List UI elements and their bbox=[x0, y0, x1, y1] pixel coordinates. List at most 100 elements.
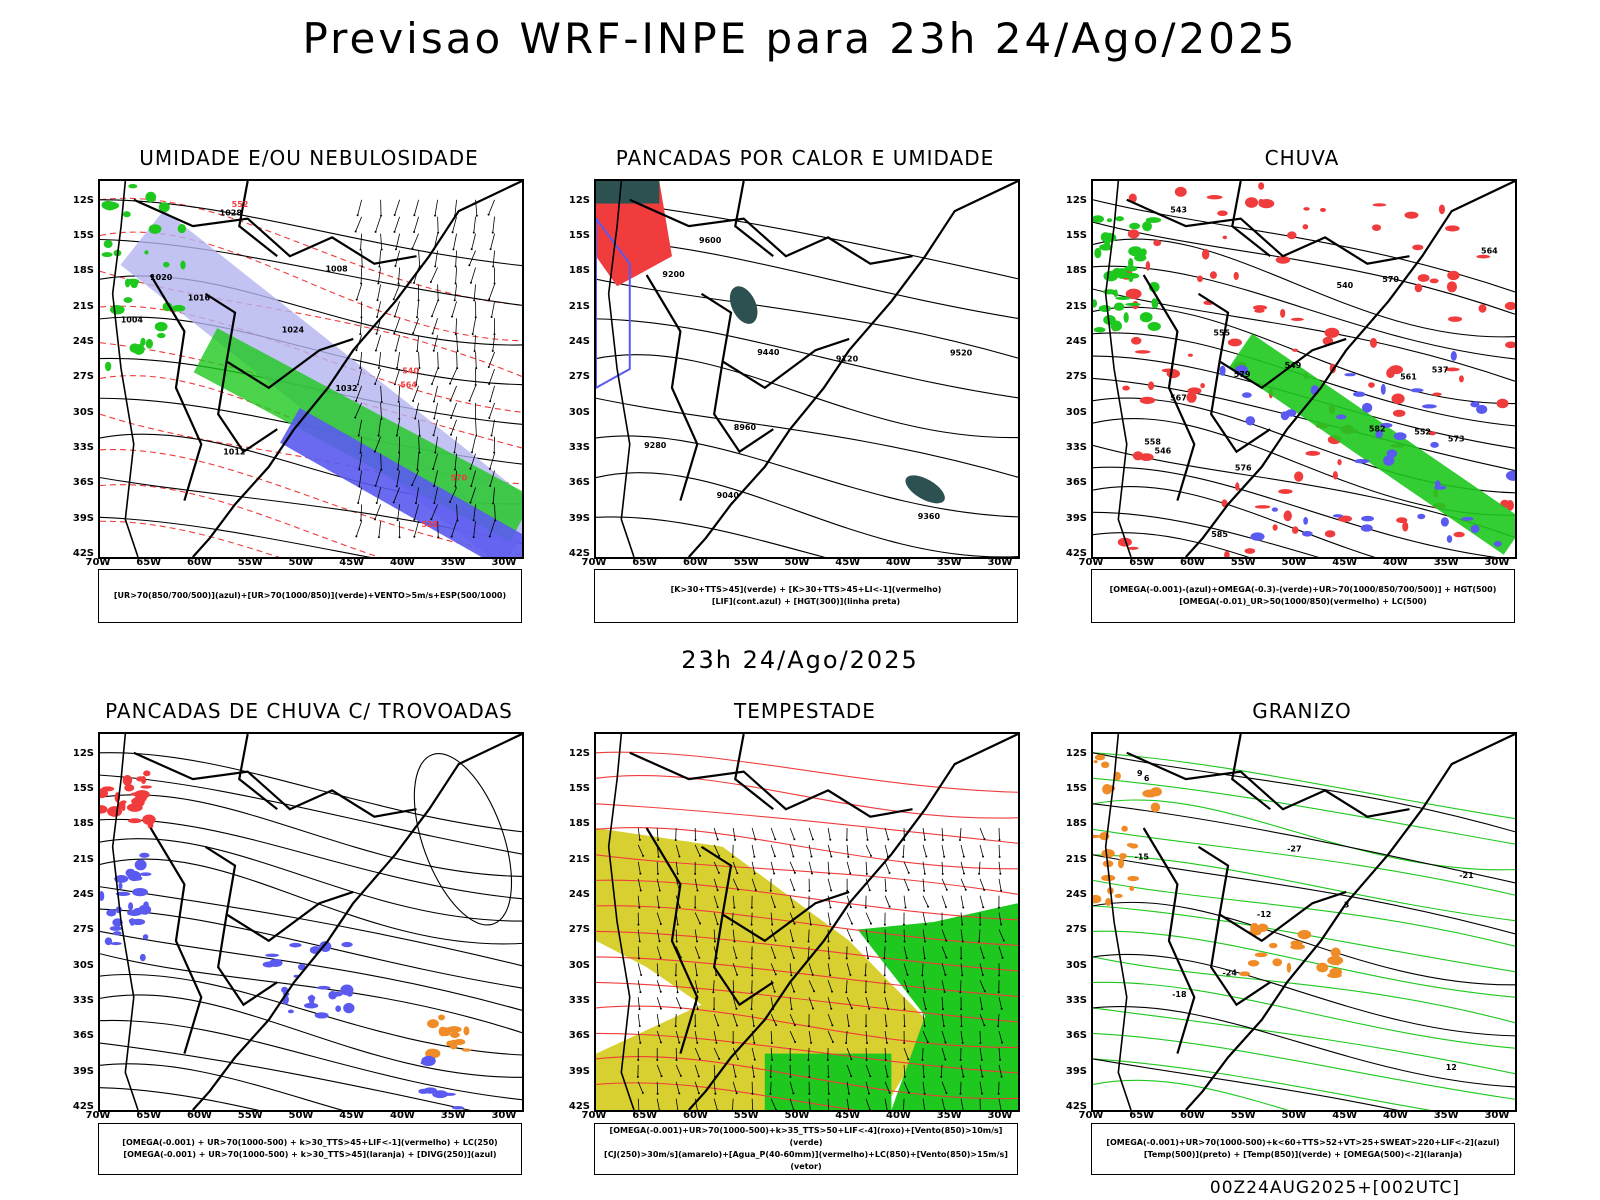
lon-tick-label: 35W bbox=[1433, 1110, 1459, 1121]
lon-tick-label: 35W bbox=[936, 557, 962, 568]
lon-tick-label: 60W bbox=[1180, 557, 1205, 568]
lat-tick-label: 24S bbox=[1065, 335, 1087, 347]
legend-line: [Temp(500)](preto) + [Temp(850)](verde) … bbox=[1143, 1150, 1463, 1159]
contour-label: 1032 bbox=[335, 384, 357, 393]
lat-tick-label: 36S bbox=[1065, 1030, 1087, 1042]
lon-tick-label: 70W bbox=[581, 557, 607, 568]
lat-tick-label: 36S bbox=[72, 1030, 94, 1042]
lat-tick-label: 42S bbox=[1065, 548, 1087, 559]
contour-label: 549 bbox=[1285, 361, 1302, 370]
legend-line: [OMEGA(-0.001)+UR>70(1000-500)+k<60+TTS>… bbox=[1106, 1138, 1500, 1147]
lon-tick-label: 40W bbox=[885, 1110, 911, 1121]
map-panel: 1016 1020 1024 1028 1012 1008 1004 1032 570 564 55… bbox=[98, 179, 524, 559]
lat-tick-label: 33S bbox=[72, 441, 94, 453]
map-plot: 1016 1020 1024 1028 1012 1008 1004 1032 570 564 55… bbox=[100, 181, 522, 557]
contour-label: -24 bbox=[1222, 969, 1237, 978]
legend-box: [OMEGA(-0.001)+UR>70(1000-500)+k<60+TTS>… bbox=[1091, 1123, 1515, 1175]
contour-label: 564 bbox=[1481, 246, 1498, 255]
contour-label: 1004 bbox=[121, 316, 144, 325]
contour-label: -21 bbox=[1459, 871, 1474, 880]
lat-tick-label: 24S bbox=[568, 335, 590, 347]
lon-tick-label: 45W bbox=[339, 1110, 365, 1121]
contour-label: 570 bbox=[1382, 275, 1399, 284]
contour-label: 9 bbox=[1137, 769, 1143, 778]
legend-line: [OMEGA(-0.01)_UR>50(1000/850)(vermelho) … bbox=[1179, 597, 1427, 606]
lon-tick-label: 60W bbox=[683, 1110, 708, 1121]
lat-tick-label: 39S bbox=[1065, 1065, 1087, 1077]
map-plot: 9600 9520 9440 9360 9280 9200 9120 9040 8960 bbox=[596, 181, 1018, 557]
lon-tick-label: 50W bbox=[1281, 1110, 1307, 1121]
legend-line: [UR>70(850/700/500)](azul)+[UR>70(1000/8… bbox=[113, 591, 507, 600]
lon-tick-label: 65W bbox=[632, 557, 658, 568]
lon-tick-label: 40W bbox=[389, 557, 415, 568]
lat-tick-label: 33S bbox=[72, 994, 94, 1006]
lon-tick-label: 30W bbox=[987, 557, 1013, 568]
lon-tick-label: 30W bbox=[1484, 557, 1510, 568]
contour-label: 540 bbox=[1337, 281, 1354, 290]
legend-line: [K>30+TTS>45](verde) + [K>30+TTS>45+LI<-… bbox=[670, 585, 942, 594]
lon-tick-label: 50W bbox=[784, 1110, 810, 1121]
contour-label: 9600 bbox=[699, 236, 722, 245]
map-panel: 9600 9520 9440 9360 9280 9200 9120 9040 8960 bbox=[594, 179, 1020, 559]
map-plot: 585 582 579 576 573 570 567 564 561 558 555 552 549 5… bbox=[1093, 181, 1515, 557]
model-run-label: 00Z24AUG2025+[002UTC] bbox=[1209, 1178, 1460, 1198]
lon-tick-label: 65W bbox=[632, 1110, 658, 1121]
lat-tick-label: 42S bbox=[568, 548, 590, 559]
lat-tick-label: 12S bbox=[72, 747, 94, 759]
lat-tick-label: 36S bbox=[1065, 477, 1087, 489]
lon-tick-label: 45W bbox=[835, 557, 861, 568]
lat-tick-label: 27S bbox=[568, 371, 590, 383]
contour-label: 552 bbox=[1414, 427, 1431, 436]
lat-tick-label: 15S bbox=[568, 229, 590, 241]
lon-tick-label: 30W bbox=[1484, 1110, 1510, 1121]
lon-tick-label: 70W bbox=[1078, 557, 1104, 568]
lat-tick-label: 12S bbox=[1065, 194, 1087, 206]
lon-tick-label: 65W bbox=[136, 1110, 162, 1121]
contour-label: 1028 bbox=[220, 209, 243, 218]
lon-tick-label: 70W bbox=[85, 1110, 111, 1121]
lat-tick-label: 30S bbox=[72, 406, 94, 418]
contour-label: 558 bbox=[1144, 438, 1161, 447]
lat-tick-label: 27S bbox=[72, 371, 94, 383]
lat-tick-label: 12S bbox=[72, 194, 94, 206]
lat-tick-label: 24S bbox=[568, 888, 590, 900]
legend-line: [CJ(250)>30m/s](amarelo)+[Agua_P(40-60mm… bbox=[604, 1150, 1008, 1171]
contour-label: 9280 bbox=[644, 441, 667, 450]
lat-tick-label: 33S bbox=[568, 994, 590, 1006]
legend-line: [OMEGA(-0.001)+UR>70(1000-500)+k>35_TTS>… bbox=[609, 1126, 1003, 1147]
panel-title: PANCADAS DE CHUVA C/ TROVOADAS bbox=[105, 699, 513, 723]
lon-tick-label: 55W bbox=[237, 557, 263, 568]
lon-tick-label: 35W bbox=[1433, 557, 1459, 568]
lon-tick-label: 40W bbox=[1382, 1110, 1408, 1121]
contour-label: 1024 bbox=[282, 326, 305, 335]
contour-label: 528 bbox=[421, 520, 438, 529]
lat-tick-label: 15S bbox=[72, 229, 94, 241]
lon-tick-label: 65W bbox=[136, 557, 162, 568]
map-plot bbox=[596, 734, 1018, 1110]
lat-tick-label: 42S bbox=[72, 548, 94, 559]
contour-label: 3 bbox=[1344, 900, 1350, 909]
lat-tick-label: 21S bbox=[72, 300, 94, 312]
lat-tick-label: 30S bbox=[72, 959, 94, 971]
map-panel: -12 -15 -18 -21 -24 -27 12 9 6 3 bbox=[1091, 732, 1517, 1112]
lat-tick-label: 18S bbox=[72, 265, 94, 277]
lat-tick-label: 24S bbox=[72, 335, 94, 347]
lat-tick-label: 39S bbox=[72, 1065, 94, 1077]
legend-box: [UR>70(850/700/500)](azul)+[UR>70(1000/8… bbox=[98, 569, 522, 623]
lon-tick-label: 50W bbox=[1281, 557, 1307, 568]
lon-tick-label: 60W bbox=[1180, 1110, 1205, 1121]
lat-tick-label: 36S bbox=[568, 477, 590, 489]
panel-title: CHUVA bbox=[1264, 146, 1340, 170]
contour-label: 570 bbox=[450, 474, 467, 483]
panel-title: PANCADAS POR CALOR E UMIDADE bbox=[615, 146, 995, 170]
contour-label: 567 bbox=[1170, 393, 1187, 402]
lat-tick-label: 36S bbox=[72, 477, 94, 489]
contour-label: 9200 bbox=[662, 270, 685, 279]
forecast-time-label: 23h 24/Ago/2025 bbox=[681, 646, 919, 674]
map-plot: -12 -15 -18 -21 -24 -27 12 96 3 bbox=[1093, 734, 1515, 1110]
contour-label: 555 bbox=[1213, 328, 1230, 337]
lon-tick-label: 60W bbox=[683, 557, 708, 568]
lon-tick-label: 55W bbox=[1230, 1110, 1256, 1121]
lon-tick-label: 35W bbox=[440, 1110, 466, 1121]
lon-tick-label: 60W bbox=[187, 1110, 212, 1121]
